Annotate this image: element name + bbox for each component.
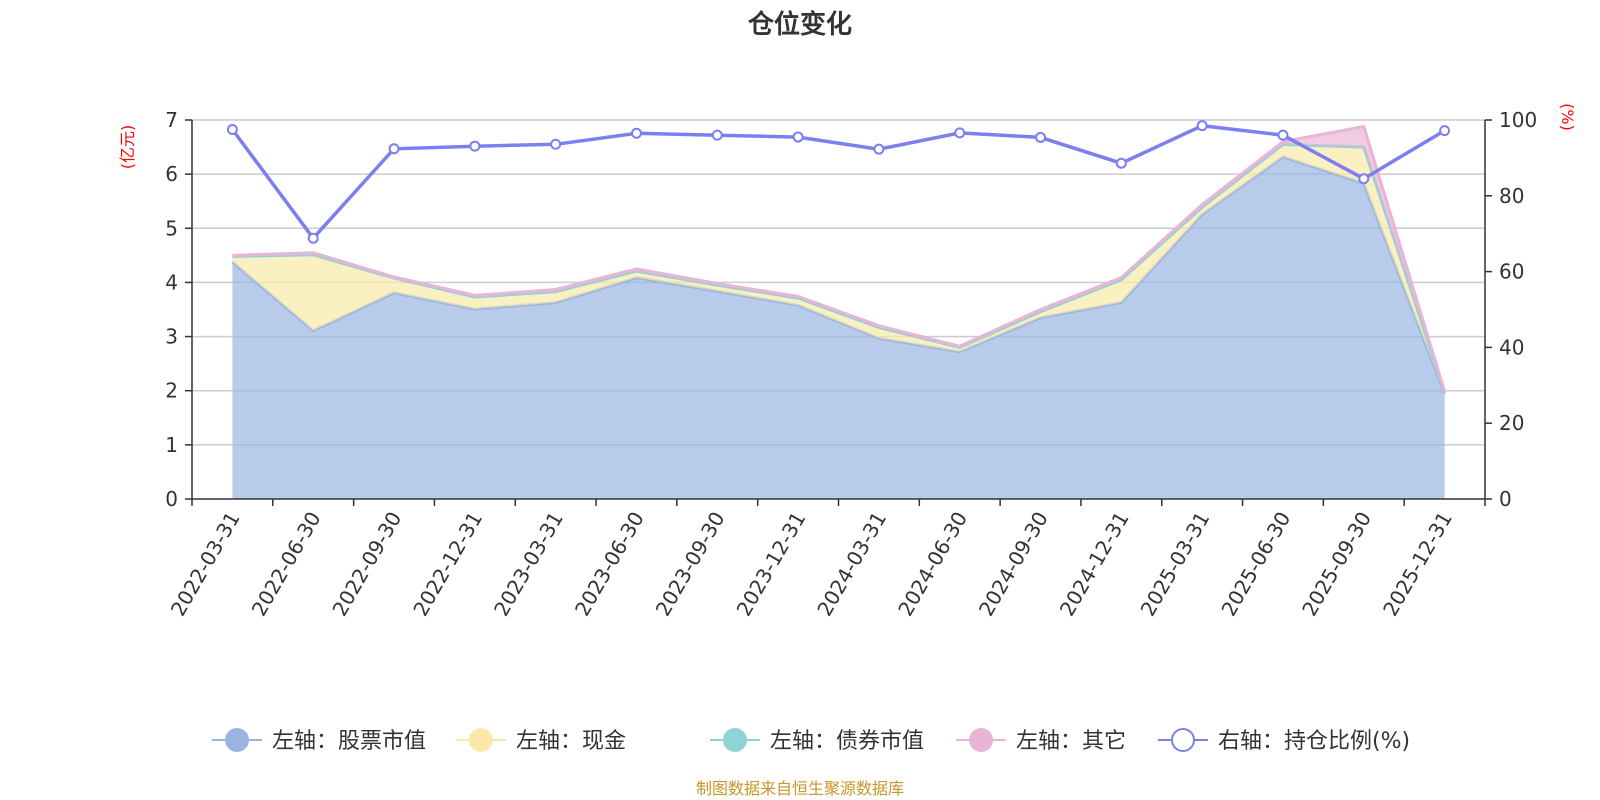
x-axis-tick-label: 2024-12-31 <box>1055 508 1134 621</box>
right-axis-tick-label: 40 <box>1499 335 1524 359</box>
x-axis-tick-label: 2024-03-31 <box>812 508 891 621</box>
x-axis-tick-label: 2022-09-30 <box>327 508 406 621</box>
legend-item-4: 右轴：持仓比例(%) <box>1158 728 1410 754</box>
right-axis-tick-label: 20 <box>1499 411 1524 435</box>
ratio-point <box>226 123 238 135</box>
ratio-point <box>1277 129 1289 141</box>
data-source-note: 制图数据来自恒生聚源数据库 <box>696 779 904 798</box>
ratio-point <box>1358 173 1370 185</box>
ratio-line-path <box>230 123 1446 241</box>
legend-label: 左轴：现金 <box>516 729 626 754</box>
legend-label: 左轴：其它 <box>1016 729 1126 754</box>
area-series-edge-3 <box>232 124 1447 392</box>
legend-label: 左轴：股票市值 <box>272 729 426 754</box>
left-axis-tick-label: 0 <box>165 487 178 511</box>
ratio-point <box>873 143 885 155</box>
chart-title: 仓位变化 <box>747 9 852 40</box>
x-axis-tick-label: 2025-06-30 <box>1216 508 1295 621</box>
x-axis-tick-label: 2024-09-30 <box>974 508 1053 621</box>
x-axis-tick-label: 2022-03-31 <box>166 508 245 621</box>
left-axis-tick-label: 5 <box>165 216 178 240</box>
left-axis-tick-label: 3 <box>165 325 178 349</box>
x-axis-tick-label: 2022-12-31 <box>408 508 487 621</box>
ratio-point <box>307 232 319 244</box>
x-axis-tick-label: 2023-12-31 <box>732 508 811 621</box>
x-axis-tick-label: 2025-09-30 <box>1297 508 1376 621</box>
right-axis-tick-label: 80 <box>1499 184 1524 208</box>
ratio-point <box>711 129 723 141</box>
right-axis-tick-label: 60 <box>1499 260 1524 284</box>
ratio-point <box>630 127 642 139</box>
left-axis-unit: (亿元) <box>118 125 137 170</box>
stacked-areas <box>231 124 1447 500</box>
ratio-point <box>550 138 562 150</box>
ratio-point <box>1035 131 1047 143</box>
ratio-point <box>469 140 481 152</box>
legend: 左轴：股票市值 左轴：现金 左轴：债券市值 左轴：其它 右轴：持仓比例(%) <box>212 728 1410 754</box>
x-axis-tick-label: 2022-06-30 <box>247 508 326 621</box>
right-axis-tick-label: 100 <box>1499 108 1537 132</box>
left-axis-tick-label: 6 <box>165 162 178 186</box>
legend-marker <box>723 728 747 752</box>
legend-label: 左轴：债券市值 <box>770 729 924 754</box>
area-series-1 <box>232 144 1445 394</box>
ratio-point <box>1115 157 1127 169</box>
ratio-point <box>388 143 400 155</box>
legend-label: 右轴：持仓比例(%) <box>1218 729 1410 754</box>
x-axis-tick-label: 2023-03-31 <box>489 508 568 621</box>
left-axis-tick-label: 7 <box>165 108 178 132</box>
left-axis-tick-label: 2 <box>165 379 178 403</box>
ratio-point <box>1439 125 1451 137</box>
x-axis-tick-label: 2025-12-31 <box>1378 508 1457 621</box>
left-axis-tick-label: 4 <box>165 270 178 294</box>
ratio-point <box>792 131 804 143</box>
legend-item-3: 左轴：其它 <box>956 728 1126 754</box>
area-series-0 <box>232 156 1445 500</box>
left-axis-tick-label: 1 <box>165 433 178 457</box>
right-axis-tick-label: 0 <box>1499 487 1512 511</box>
x-axis-tick-label: 2023-06-30 <box>570 508 649 621</box>
x-axis-tick-label: 2023-09-30 <box>651 508 730 621</box>
legend-item-1: 左轴：现金 <box>456 728 626 754</box>
ratio-point <box>1196 120 1208 132</box>
legend-marker <box>1171 728 1195 752</box>
ratio-point <box>954 127 966 139</box>
x-axis-tick-label: 2024-06-30 <box>893 508 972 621</box>
legend-marker <box>969 728 993 752</box>
x-axis-tick-label: 2025-03-31 <box>1136 508 1215 621</box>
legend-item-2: 左轴：债券市值 <box>710 728 924 754</box>
legend-marker <box>469 728 493 752</box>
legend-item-0: 左轴：股票市值 <box>212 728 426 754</box>
right-axis-unit: (%) <box>1558 103 1577 131</box>
legend-marker <box>225 728 249 752</box>
position-ratio-line <box>226 120 1451 244</box>
